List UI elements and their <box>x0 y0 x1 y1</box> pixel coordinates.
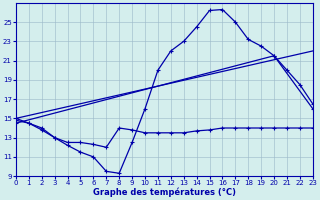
X-axis label: Graphe des températures (°C): Graphe des températures (°C) <box>93 188 236 197</box>
